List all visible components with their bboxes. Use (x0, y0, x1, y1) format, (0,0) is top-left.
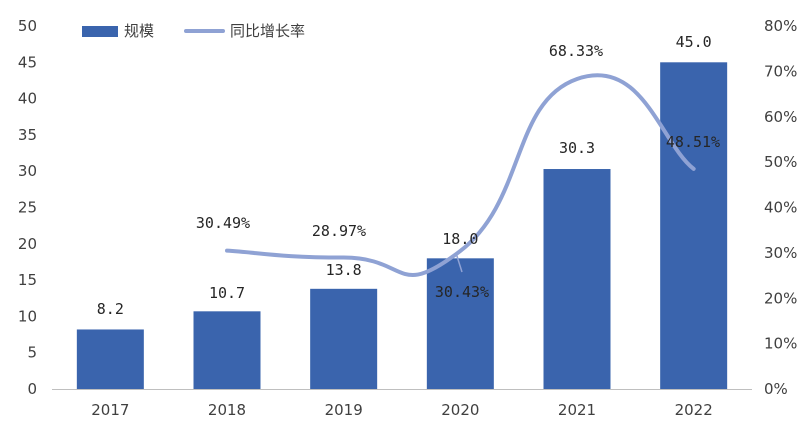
line-data-label: 30.49% (196, 214, 250, 232)
bar-data-label: 18.0 (442, 230, 478, 248)
bar (660, 62, 728, 390)
line-data-label: 30.43% (435, 283, 489, 301)
legend: 规模 同比增长率 (82, 22, 305, 40)
growth-line (225, 73, 696, 278)
left-tick-label: 50 (18, 17, 37, 35)
line-data-label: 48.51% (666, 133, 720, 151)
right-tick-label: 50% (764, 153, 797, 171)
x-tick-label: 2019 (325, 401, 363, 419)
x-tick-label: 2018 (208, 401, 246, 419)
bar-data-label: 45.0 (676, 33, 712, 51)
left-tick-label: 20 (18, 235, 37, 253)
right-tick-label: 0% (764, 380, 788, 398)
x-tick-label: 2020 (441, 401, 479, 419)
line-data-label: 68.33% (549, 42, 603, 60)
bar (426, 258, 494, 389)
left-tick-label: 10 (18, 307, 37, 325)
line-series (225, 73, 696, 278)
left-axis: 0 5 10 15 20 25 30 35 40 45 50 (18, 17, 37, 398)
label-leader-line (455, 252, 463, 273)
right-tick-label: 30% (764, 244, 797, 262)
legend-label-line: 同比增长率 (230, 22, 305, 40)
left-tick-label: 25 (18, 199, 37, 217)
left-tick-label: 30 (18, 162, 37, 180)
left-tick-label: 0 (27, 380, 37, 398)
legend-label-bar: 规模 (124, 22, 154, 40)
x-tick-label: 2021 (558, 401, 596, 419)
bar (193, 311, 261, 389)
x-axis: 2017 2018 2019 2020 2021 2022 (91, 401, 713, 419)
left-tick-label: 45 (18, 53, 37, 71)
line-data-labels: 30.49% 28.97% 30.43% 68.33% 48.51% (196, 42, 720, 301)
left-tick-label: 5 (27, 344, 37, 362)
bar (543, 169, 611, 389)
left-tick-label: 15 (18, 271, 37, 289)
right-axis: 0% 10% 20% 30% 40% 50% 60% 70% 80% (764, 17, 797, 398)
right-tick-label: 40% (764, 199, 797, 217)
right-tick-label: 20% (764, 289, 797, 307)
left-tick-label: 35 (18, 126, 37, 144)
line-data-label: 28.97% (312, 222, 366, 240)
right-tick-label: 80% (764, 17, 797, 35)
bar-series (76, 62, 728, 390)
bar-data-label: 10.7 (209, 284, 245, 302)
legend-swatch-bar (82, 26, 118, 37)
bar (310, 288, 378, 389)
bar (76, 329, 144, 389)
right-tick-label: 70% (764, 62, 797, 80)
x-tick-label: 2017 (91, 401, 129, 419)
right-tick-label: 10% (764, 335, 797, 353)
x-tick-label: 2022 (675, 401, 713, 419)
bar-data-label: 8.2 (97, 300, 124, 318)
bar-data-label: 30.3 (559, 139, 595, 157)
bar-data-label: 13.8 (326, 261, 362, 279)
left-tick-label: 40 (18, 90, 37, 108)
right-tick-label: 60% (764, 108, 797, 126)
bar-data-labels: 8.2 10.7 13.8 18.0 30.3 45.0 (97, 33, 712, 318)
